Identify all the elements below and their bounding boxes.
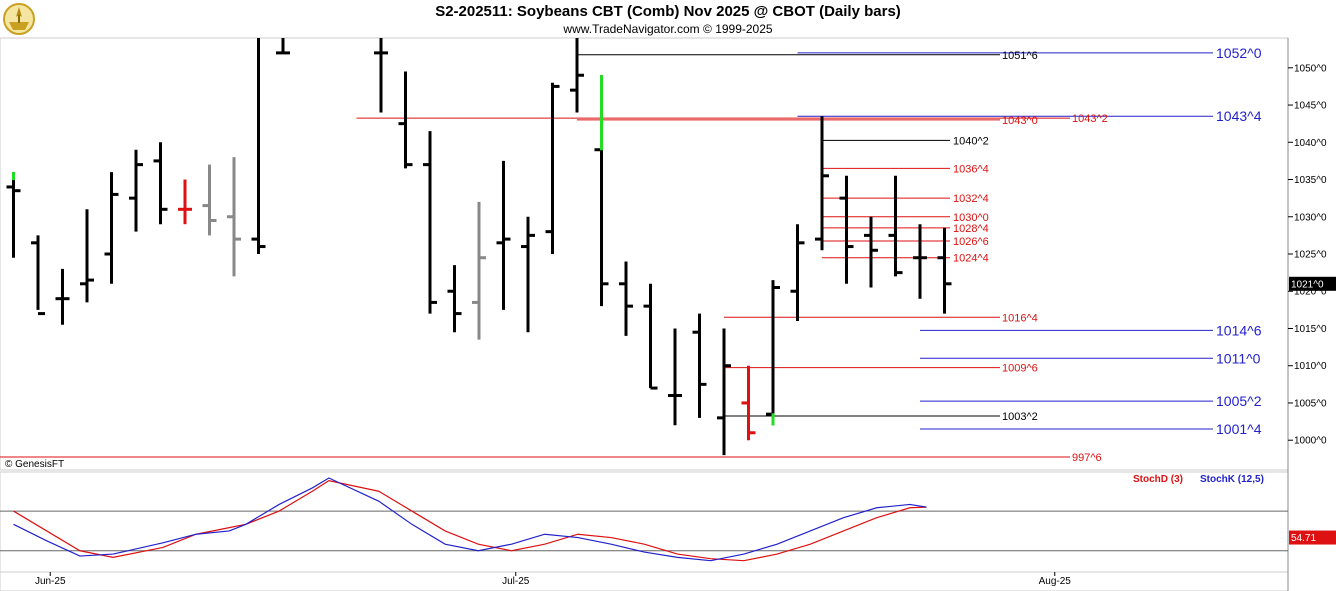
chart-subtitle: www.TradeNavigator.com © 1999-2025 <box>563 22 773 36</box>
y-tick-label: 1035^0 <box>1294 175 1327 186</box>
stoch-value-box <box>1289 530 1336 545</box>
chart-title: S2-202511: Soybeans CBT (Comb) Nov 2025 … <box>435 3 901 20</box>
level-label: 1011^0 <box>1216 350 1261 366</box>
level-label: 1016^4 <box>1002 312 1038 324</box>
level-label: 1040^2 <box>953 135 989 147</box>
price-axis <box>1288 38 1336 591</box>
time-axis <box>0 571 1289 591</box>
y-tick-label: 1030^0 <box>1294 212 1327 223</box>
level-label: 1001^4 <box>1216 421 1262 437</box>
y-tick-label: 1040^0 <box>1294 138 1327 149</box>
chart-header: S2-202511: Soybeans CBT (Comb) Nov 2025 … <box>0 0 1336 38</box>
level-label: 1009^6 <box>1002 363 1038 375</box>
level-label: 1032^4 <box>953 193 989 205</box>
stoch-line <box>13 480 927 562</box>
stochastic-panel <box>0 471 1289 573</box>
x-tick-label: Jun-25 <box>35 576 66 587</box>
y-tick-label: 1000^0 <box>1294 436 1327 447</box>
level-label: 1003^2 <box>1002 411 1038 423</box>
level-label: 1043^0 <box>1002 115 1038 127</box>
x-axis-ticks: Jun-25 Jul-25 Aug-25 <box>35 572 1071 587</box>
level-label: 1030^0 <box>953 212 989 224</box>
level-label: 1043^2 <box>1072 113 1108 125</box>
y-tick-label: 1015^0 <box>1294 324 1327 335</box>
stochk-legend: StochK (12,5) <box>1200 474 1264 485</box>
levels-layer: 1052^0 1051^6 1043^4 1043^2 1043^0 1040^2 1036… <box>0 45 1262 464</box>
y-axis-ticks: 1000^0 1005^0 1010^0 1015^0 1020^0 1025^0 1030… <box>1288 63 1336 447</box>
stoch-line <box>13 477 927 562</box>
stoch-value-label: 54.71 <box>1291 533 1316 544</box>
y-tick-label: 1045^0 <box>1294 101 1327 112</box>
level-label: 1036^4 <box>953 163 989 175</box>
level-label: 1052^0 <box>1216 45 1262 61</box>
level-label: 1028^4 <box>953 223 989 235</box>
level-label: 997^6 <box>1072 452 1102 464</box>
y-tick-label: 1010^0 <box>1294 361 1327 372</box>
level-label: 1024^4 <box>953 253 989 265</box>
level-label: 1005^2 <box>1216 393 1262 409</box>
last-price-label: 1021^0 <box>1291 279 1324 290</box>
price-panel <box>0 37 1289 471</box>
y-tick-label: 1005^0 <box>1294 398 1327 409</box>
bars-layer <box>6 38 952 456</box>
y-tick-label: 1050^0 <box>1294 63 1327 74</box>
trade-navigator-logo-icon <box>3 3 35 35</box>
level-label: 1014^6 <box>1216 322 1262 338</box>
copyright-label: © GenesisFT <box>5 459 64 470</box>
level-label: 1026^6 <box>953 236 989 248</box>
stochastic-layer: 54.71 <box>0 477 1336 562</box>
last-price-box <box>1289 276 1336 291</box>
y-tick-label: 1020^0 <box>1294 287 1327 298</box>
y-tick-label: 1025^0 <box>1294 250 1327 261</box>
level-label: 1051^6 <box>1002 50 1038 62</box>
stochd-legend: StochD (3) <box>1133 474 1183 485</box>
x-tick-label: Aug-25 <box>1039 576 1072 587</box>
level-label: 1043^4 <box>1216 108 1262 124</box>
x-tick-label: Jul-25 <box>502 576 530 587</box>
